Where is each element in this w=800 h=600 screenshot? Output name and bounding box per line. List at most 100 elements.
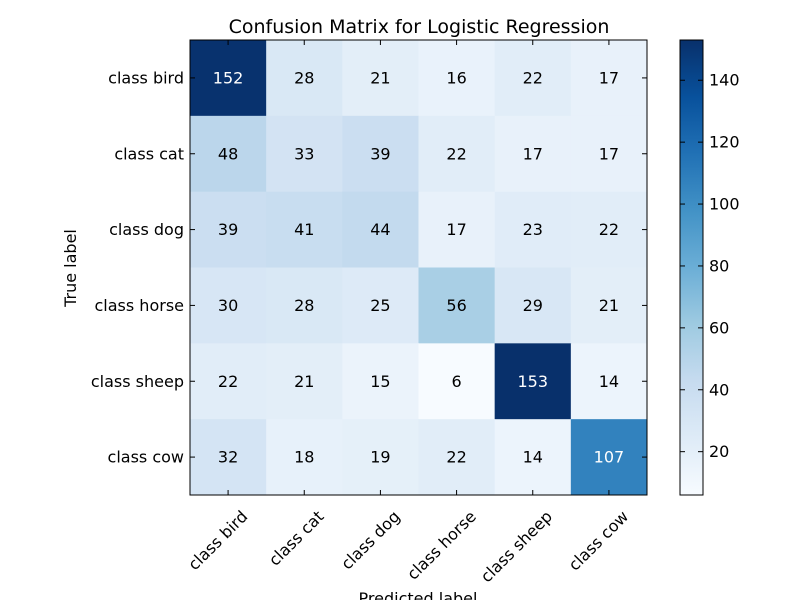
- heatmap-cell: [342, 115, 419, 193]
- heatmap-cell: [190, 343, 267, 420]
- cell-value-label: 22: [446, 144, 466, 163]
- heatmap-cell: [342, 40, 419, 117]
- heatmap-cell: [342, 191, 419, 268]
- heatmap-cell: [570, 40, 648, 117]
- heatmap-cell: [418, 40, 496, 117]
- y-tick-label: class bird: [108, 68, 184, 87]
- x-tick-label: class horse: [403, 507, 480, 584]
- cell-value-label: 153: [517, 372, 548, 391]
- cell-value-label: 152: [213, 68, 244, 87]
- cell-value-label: 30: [218, 296, 238, 315]
- heatmap-cell: [570, 343, 648, 420]
- heatmap-cell: [418, 343, 496, 420]
- x-axis-label: Predicted label: [359, 589, 478, 600]
- y-tick-label: class sheep: [91, 372, 184, 391]
- y-tick-label: class cat: [114, 144, 184, 163]
- heatmap-cell: [494, 40, 572, 117]
- x-tick-label: class sheep: [477, 507, 556, 586]
- cell-value-label: 22: [218, 372, 238, 391]
- colorbar-tick-label: 140: [709, 71, 740, 90]
- colorbar-tick-label: 20: [709, 442, 729, 461]
- plot-frame: [189, 39, 648, 496]
- y-axis: class bird class cat class dog class horse c…: [91, 68, 647, 467]
- x-tick-label: class cat: [265, 507, 328, 570]
- heatmap-cell: [570, 191, 648, 268]
- heatmap-cell: [342, 267, 419, 344]
- heatmap-cell: [266, 191, 343, 268]
- cell-value-label: 41: [294, 220, 314, 239]
- heatmap-cell: [266, 267, 343, 344]
- cell-value-label: 14: [599, 372, 619, 391]
- x-tick-label: class dog: [337, 507, 403, 573]
- colorbar-tick-label: 60: [709, 318, 729, 337]
- cell-value-label: 14: [523, 448, 543, 467]
- heatmap-cell: [190, 115, 267, 193]
- cell-value-label: 32: [218, 448, 238, 467]
- heatmap-cell: [418, 419, 496, 496]
- cell-value-label: 44: [370, 220, 390, 239]
- cell-value-label: 28: [294, 296, 314, 315]
- heatmap-cell: [494, 115, 572, 193]
- heatmap-cell: [418, 191, 496, 268]
- heatmap-cell: [266, 419, 343, 496]
- heatmap-cell: [342, 343, 419, 420]
- heatmap-cell: [190, 191, 267, 268]
- colorbar-tick-label: 80: [709, 256, 729, 275]
- cell-value-label: 25: [370, 296, 390, 315]
- cell-value-label: 18: [294, 448, 314, 467]
- heatmap-cell: [266, 40, 343, 117]
- colorbar-tick-label: 120: [709, 133, 740, 152]
- heatmap-cell: [494, 419, 572, 496]
- cell-value-label: 56: [446, 296, 466, 315]
- heatmap-cell: [494, 191, 572, 268]
- heatmap-cell: [494, 267, 572, 344]
- cell-value-label: 17: [599, 144, 619, 163]
- cell-value-label: 17: [599, 68, 619, 87]
- y-tick-label: class cow: [108, 448, 184, 467]
- chart-title: Confusion Matrix for Logistic Regression: [229, 16, 610, 38]
- x-tick-label: class bird: [184, 507, 251, 574]
- cell-value-label: 22: [523, 68, 543, 87]
- cell-value-label: 22: [446, 448, 466, 467]
- y-axis-label: True label: [61, 229, 80, 308]
- heatmap-cells: 152 28 21 16 22 17 48 33 39 22 17 17 39 41 44 17 23 22 30 2…: [190, 40, 648, 496]
- cell-value-label: 39: [370, 144, 390, 163]
- heatmap-cell: [342, 419, 419, 496]
- heatmap-cell: [570, 267, 648, 344]
- colorbar-ticks: 20 40 60 80 100 120 140: [680, 71, 740, 461]
- heatmap-cell: [190, 267, 267, 344]
- heatmap-cell: [570, 419, 648, 496]
- colorbar-tick-label: 40: [709, 380, 729, 399]
- cell-value-label: 17: [446, 220, 466, 239]
- heatmap-cell: [190, 40, 267, 117]
- heatmap-cell: [266, 343, 343, 420]
- heatmap-cell: [570, 115, 648, 193]
- heatmap-cell: [190, 419, 267, 496]
- heatmap-cell: [418, 267, 496, 344]
- cell-value-label: 21: [599, 296, 619, 315]
- cell-value-label: 17: [523, 144, 543, 163]
- colorbar: [679, 39, 704, 496]
- heatmap-cell: [266, 115, 343, 193]
- cell-value-label: 21: [370, 68, 390, 87]
- colorbar-tick-label: 100: [709, 195, 740, 214]
- cell-value-label: 28: [294, 68, 314, 87]
- cell-value-label: 22: [599, 220, 619, 239]
- cell-value-label: 21: [294, 372, 314, 391]
- heatmap-cell: [494, 343, 572, 420]
- cell-value-label: 48: [218, 144, 238, 163]
- cell-value-label: 39: [218, 220, 238, 239]
- cell-value-label: 23: [523, 220, 543, 239]
- cell-value-label: 15: [370, 372, 390, 391]
- x-tick-label: class cow: [565, 507, 633, 575]
- cell-value-label: 6: [451, 372, 461, 391]
- cell-value-label: 33: [294, 144, 314, 163]
- cell-value-label: 107: [594, 448, 625, 467]
- y-tick-label: class dog: [109, 220, 184, 239]
- heatmap-cell: [418, 115, 496, 193]
- cell-value-label: 19: [370, 448, 390, 467]
- cell-value-label: 29: [523, 296, 543, 315]
- y-tick-label: class horse: [95, 296, 185, 315]
- cell-value-label: 16: [446, 68, 466, 87]
